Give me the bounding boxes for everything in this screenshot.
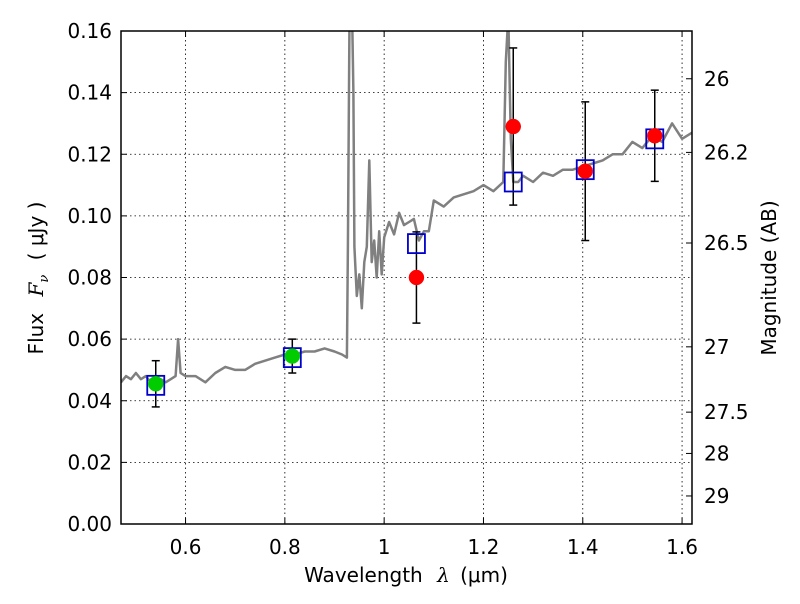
observed-point [148,376,164,392]
model-photometry-square [407,233,426,255]
right-tick-label: 26.2 [704,140,749,164]
y-tick-label: 0.06 [67,327,112,351]
tick-marks [121,30,692,525]
sed-model-line [121,31,692,384]
y-tick-label: 0.00 [67,512,112,536]
right-tick-label: 26.5 [704,231,749,255]
x-tick-label: 1.4 [567,535,599,559]
right-tick-label: 29 [704,484,729,508]
right-axis-label: Magnitude (AB) [757,200,781,355]
model-photometry-series [146,128,665,396]
observed-point [647,128,663,144]
y-axis-label: Flux Fν ( μJy ) [24,202,53,355]
x-tick-label: 1.6 [666,535,698,559]
x-tick-label: 0.6 [170,535,202,559]
right-tick-label: 27.5 [704,400,749,424]
observed-point [408,269,425,286]
x-axis-label: Wavelength λ (μm) [304,563,508,587]
observed-point [577,163,593,179]
observed-point [284,348,301,364]
sed-model-series [121,31,692,384]
y-tick-label: 0.14 [67,81,112,105]
observed-point [505,118,522,135]
right-tick-label: 26 [704,67,729,91]
x-tick-labels: 0.6 0.8 1 1.2 1.4 1.6 [170,535,698,559]
model-photometry-square [575,159,595,181]
y-tick-label: 0.10 [67,204,112,228]
y-tick-label: 0.02 [67,450,112,474]
y-tick-label: 0.08 [67,266,112,290]
model-photometry-square [146,374,166,396]
right-tick-label: 28 [704,441,729,465]
model-photometry-square [282,347,302,369]
error-bars [151,47,659,408]
right-tick-labels: 26 26.2 26.5 27 27.5 28 29 [704,67,749,508]
right-tick-label: 27 [704,335,729,359]
model-photometry-square [503,171,523,193]
y-tick-label: 0.04 [67,389,112,413]
x-tick-label: 0.8 [269,535,301,559]
y-tick-label: 0.12 [67,142,112,166]
y-tick-label: 0.16 [67,19,112,43]
x-tick-label: 1.2 [468,535,500,559]
y-tick-labels: 0.00 0.02 0.04 0.06 0.08 0.10 0.12 0.14 0.16 [67,19,112,536]
observed-points-series [148,118,663,392]
grid [121,31,692,524]
x-tick-label: 1 [378,535,391,559]
